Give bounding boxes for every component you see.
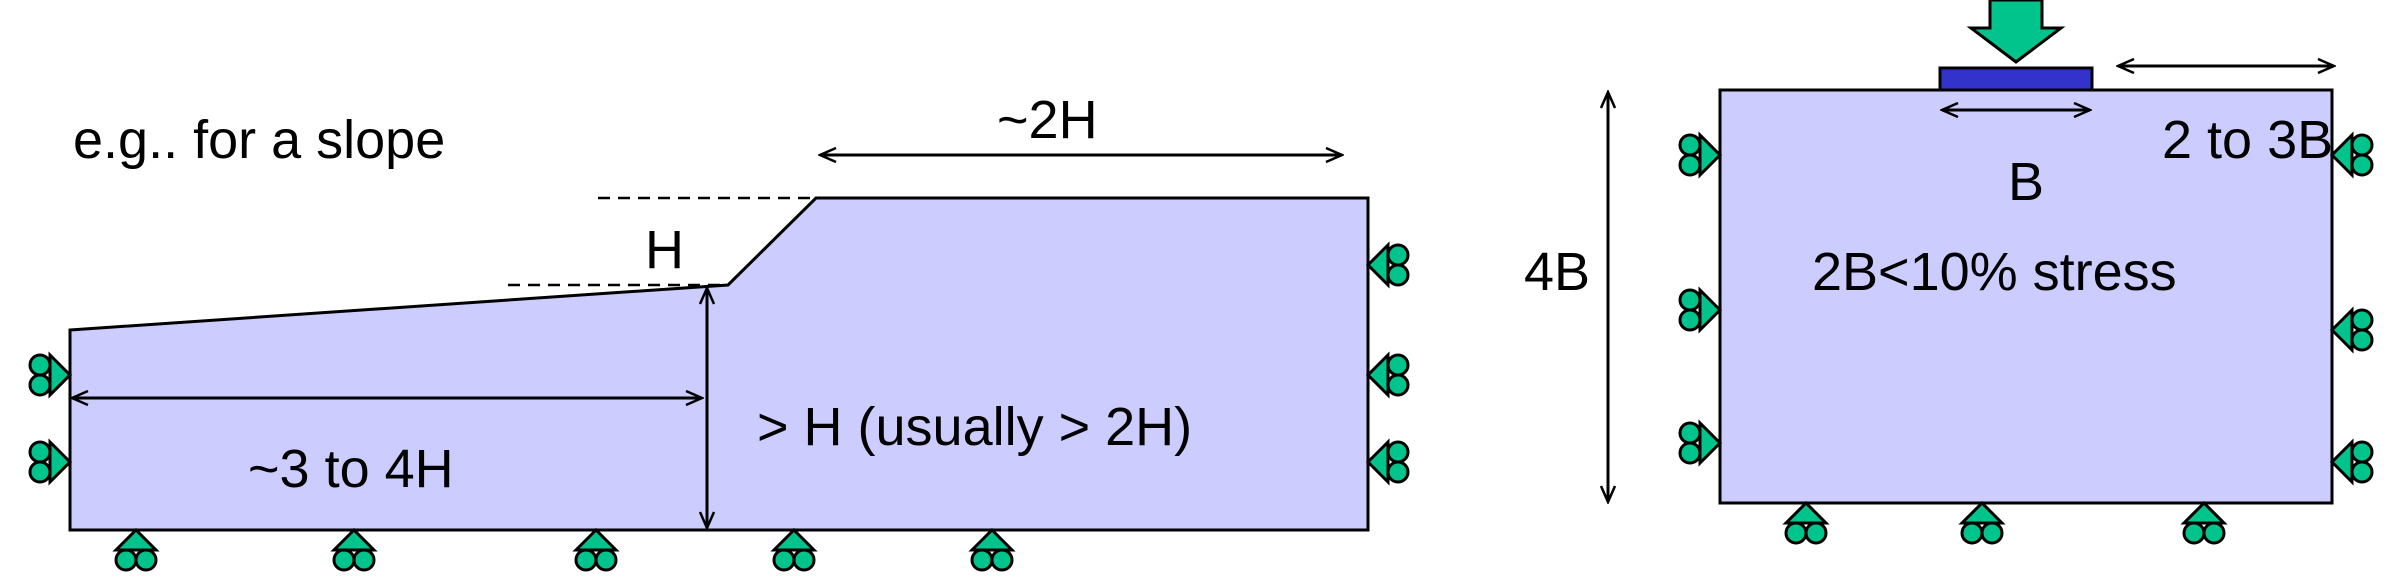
roller-support-glyph (2329, 131, 2374, 179)
label-b: B (2008, 152, 2044, 212)
roller-support-icon (1678, 131, 1723, 179)
label-2h: ~2H (997, 90, 1098, 150)
roller-support-glyph (572, 527, 620, 572)
roller-support-icon (1365, 438, 1410, 486)
label-2to3b: 2 to 3B (2162, 110, 2333, 170)
roller-support-icon (2180, 500, 2228, 545)
roller-support-glyph (1678, 286, 1723, 334)
roller-support-icon (2329, 131, 2374, 179)
roller-support-icon (1678, 419, 1723, 467)
roller-support-glyph (770, 527, 818, 572)
label-depth: > H (usually > 2H) (757, 397, 1192, 457)
label-4b: 4B (1524, 242, 1590, 302)
roller-support-glyph (330, 527, 378, 572)
label-h: H (645, 220, 684, 280)
roller-support-icon (968, 527, 1016, 572)
footing-domain (1718, 88, 2334, 505)
roller-support-glyph (1678, 419, 1723, 467)
roller-support-icon (1678, 286, 1723, 334)
roller-support-glyph (2180, 500, 2228, 545)
roller-support-icon (1782, 500, 1830, 545)
roller-support-icon (112, 527, 160, 572)
roller-support-icon (2329, 438, 2374, 486)
roller-support-icon (28, 438, 73, 486)
label-stress: 2B<10% stress (1812, 242, 2177, 302)
roller-support-icon (770, 527, 818, 572)
roller-support-glyph (2329, 306, 2374, 354)
roller-support-glyph (28, 438, 73, 486)
load-arrow-icon (1966, 0, 2066, 64)
footing-plate (1938, 66, 2094, 92)
roller-support-glyph (1365, 241, 1410, 289)
roller-support-glyph (968, 527, 1016, 572)
slope-panel: e.g.. for a slope H ~2H ~3 to 4H > H (us… (28, 90, 1410, 572)
roller-support-glyph (112, 527, 160, 572)
footing-panel: 4B B 2 to 3B 2B<10% stress (1524, 0, 2374, 545)
slope-domain (68, 196, 1370, 532)
roller-support-glyph (1958, 500, 2006, 545)
roller-support-glyph (1678, 131, 1723, 179)
label-3to4h: ~3 to 4H (248, 439, 454, 499)
slope-caption: e.g.. for a slope (73, 110, 445, 170)
roller-support-glyph (1782, 500, 1830, 545)
roller-support-glyph (1365, 351, 1410, 399)
roller-support-glyph (2329, 438, 2374, 486)
roller-support-icon (572, 527, 620, 572)
roller-support-icon (330, 527, 378, 572)
roller-support-glyph (28, 351, 73, 399)
roller-support-icon (1958, 500, 2006, 545)
roller-support-icon (1365, 241, 1410, 289)
roller-support-icon (1365, 351, 1410, 399)
roller-support-icon (28, 351, 73, 399)
roller-support-icon (2329, 306, 2374, 354)
roller-support-glyph (1365, 438, 1410, 486)
